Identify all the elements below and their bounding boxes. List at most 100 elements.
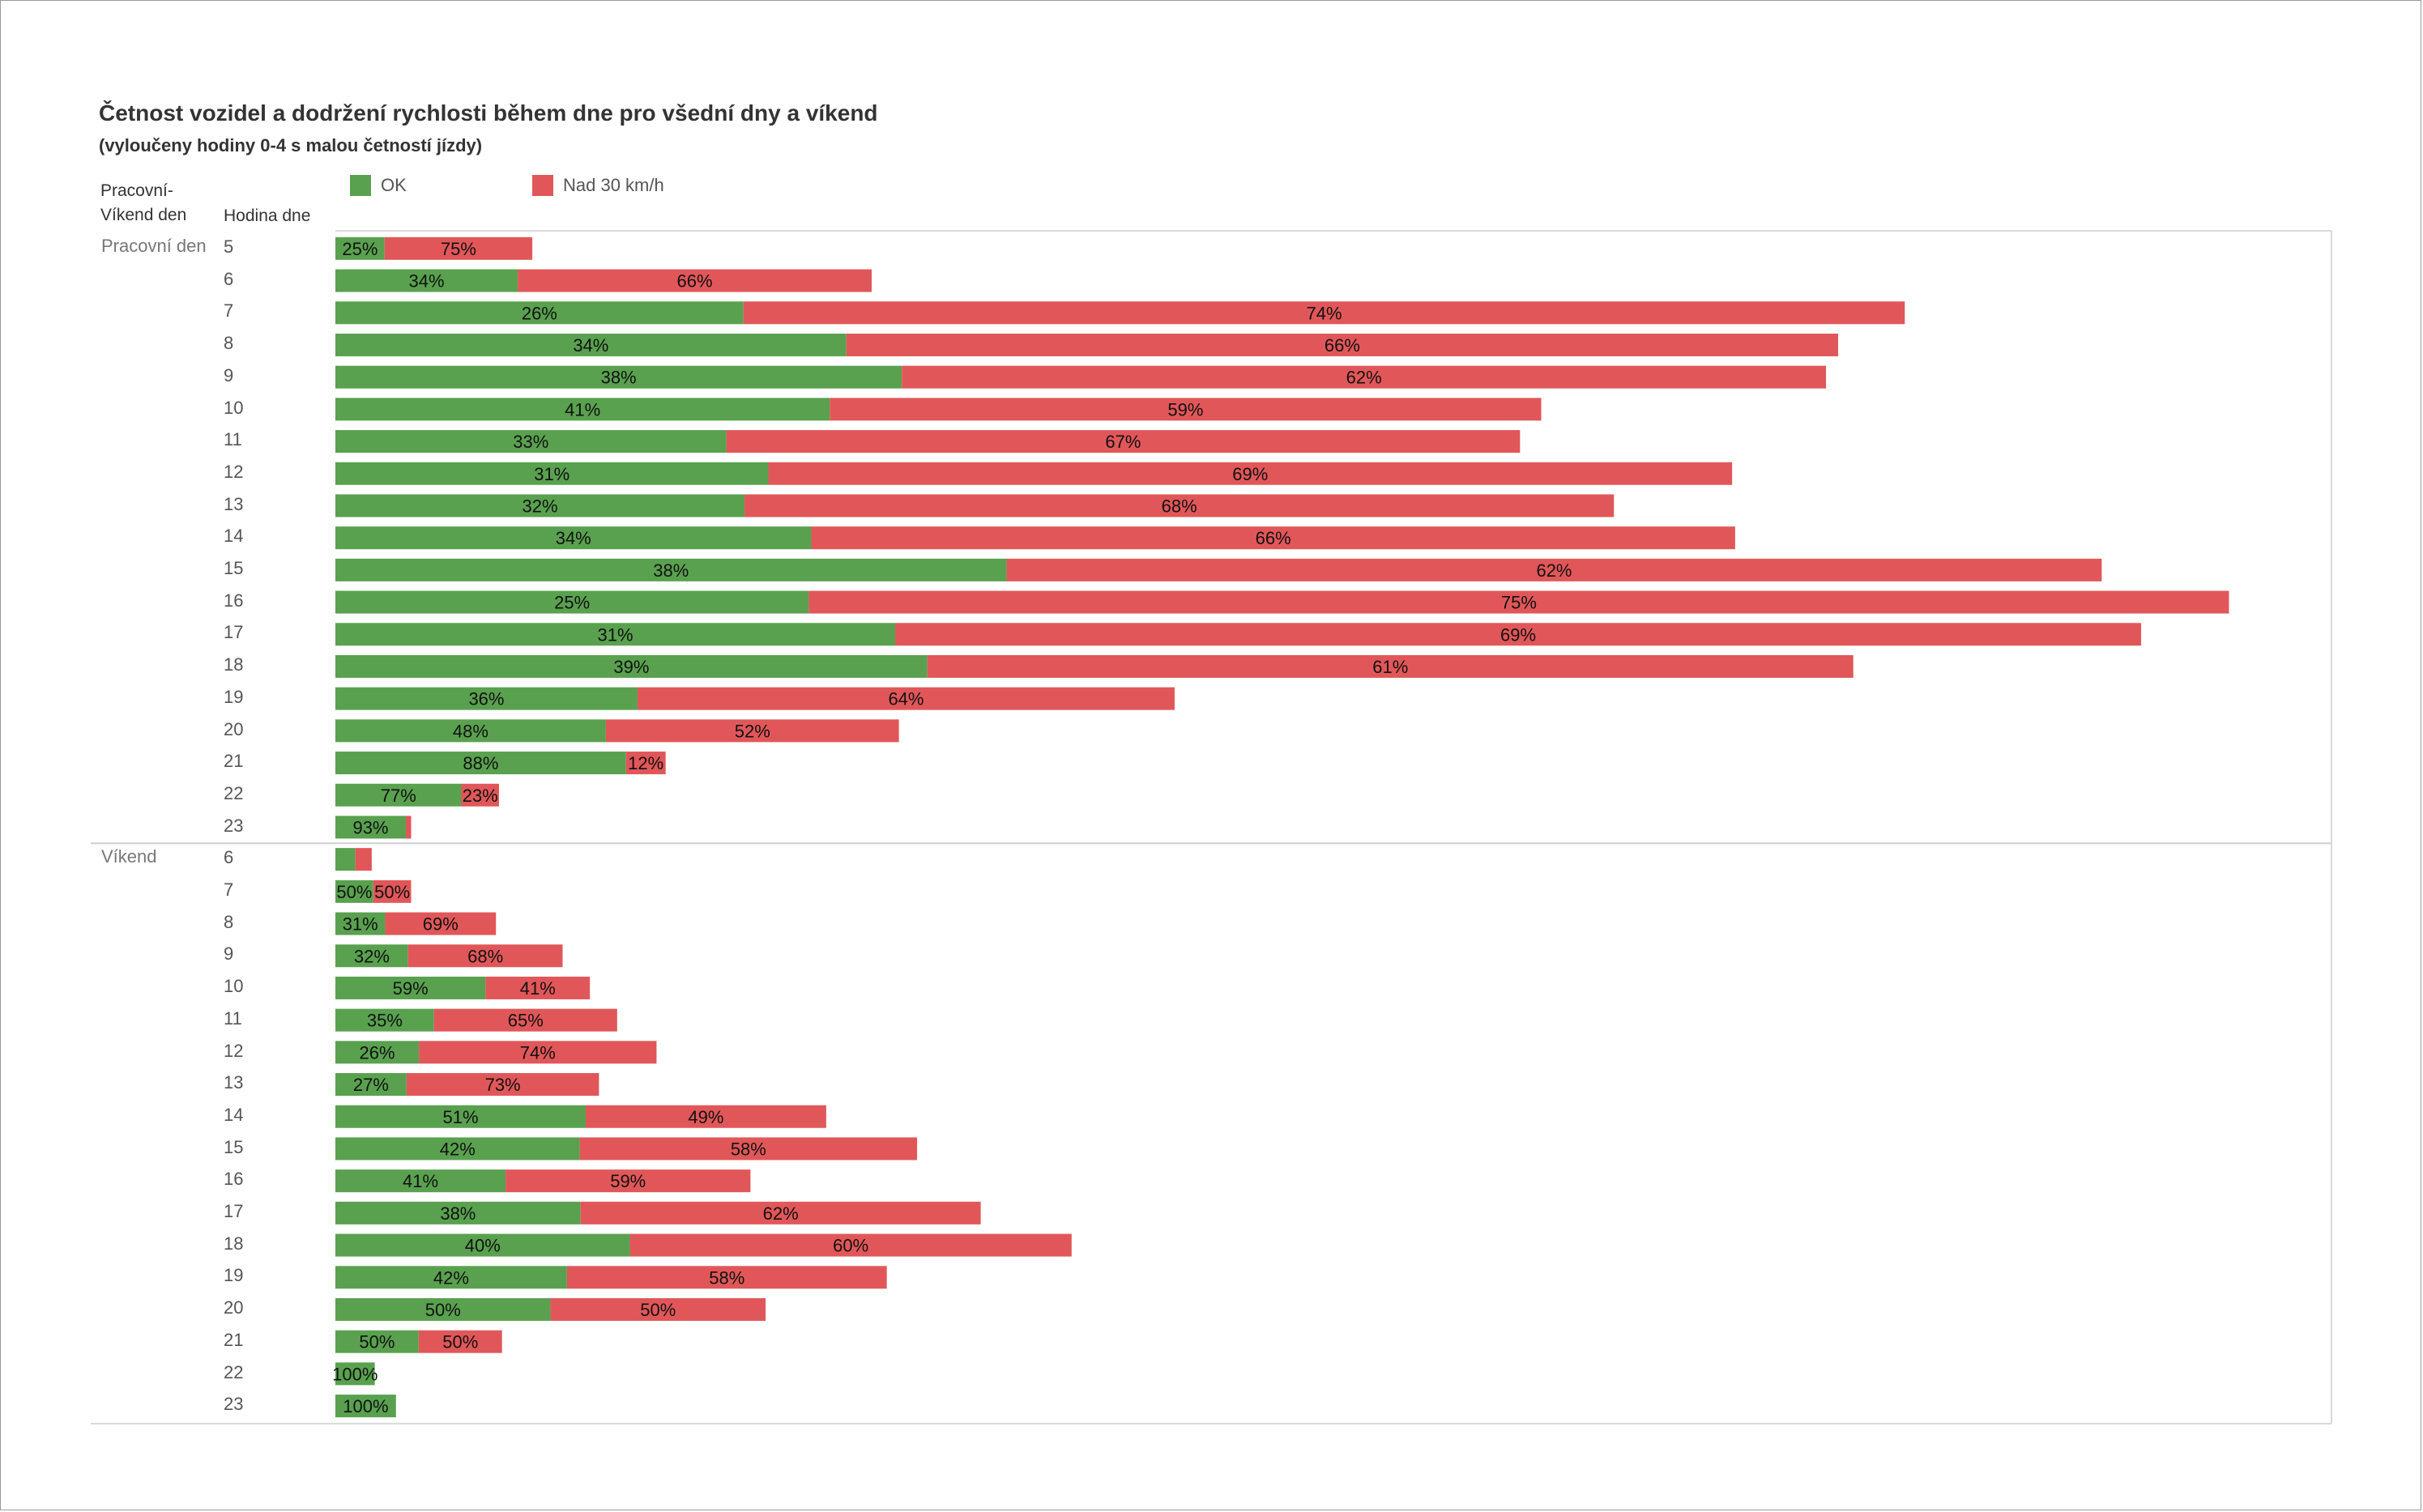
hour-label: 12: [224, 461, 244, 482]
data-label-over: 75%: [1501, 593, 1537, 613]
data-label-ok: 100%: [332, 1364, 378, 1384]
bar-segment-over: [846, 333, 1839, 356]
bar-segment-ok: [335, 494, 745, 517]
bar-segment-ok: [335, 687, 638, 710]
bar-segment-over: [768, 462, 1733, 485]
data-label-ok: 34%: [556, 528, 591, 548]
bar-segment-over: [373, 880, 412, 903]
bar-segment-ok: [335, 848, 356, 871]
data-label-ok: 41%: [403, 1171, 438, 1191]
bar-segment-over: [384, 236, 533, 260]
data-label-ok: 50%: [425, 1300, 461, 1320]
bar-segment-ok: [335, 816, 406, 839]
data-label-ok: 42%: [433, 1267, 469, 1288]
data-label-ok: 27%: [353, 1075, 389, 1095]
data-label-over: 73%: [485, 1075, 521, 1095]
bar-segment-over: [637, 687, 1175, 710]
hour-label: 15: [224, 1136, 244, 1157]
bar-segment-ok: [335, 1137, 580, 1161]
data-label-over: 50%: [442, 1332, 478, 1352]
bar-segment-ok: [335, 301, 744, 325]
bar-segment-ok: [335, 1169, 506, 1193]
hour-label: 11: [224, 429, 242, 450]
bar-segment-ok: [335, 590, 809, 614]
hour-label: 22: [224, 782, 244, 803]
group-label: Víkend: [101, 846, 157, 867]
legend-item-ok[interactable]: OK: [350, 174, 407, 197]
legend-swatch-ok: [350, 175, 371, 197]
data-label-ok: 32%: [354, 946, 390, 966]
row-header-day-type: Pracovní- Víkend den: [100, 179, 186, 228]
data-label-ok: 25%: [342, 239, 378, 259]
data-label-over: 58%: [709, 1267, 744, 1288]
bar-segment-ok: [335, 752, 626, 775]
bar-segment-over: [927, 654, 1854, 678]
data-label-ok: 39%: [613, 657, 649, 677]
hour-label: 14: [224, 526, 244, 547]
bar-segment-over: [355, 848, 372, 871]
bar-segment-over: [585, 1105, 826, 1128]
hour-label: 9: [224, 364, 234, 385]
bar-segment-ok: [335, 1008, 434, 1032]
data-label-over: 41%: [520, 978, 556, 999]
bar-segment-ok: [335, 430, 727, 454]
hour-label: 18: [224, 1233, 244, 1254]
bar-segment-over: [743, 301, 1905, 325]
hour-label: 13: [224, 493, 244, 514]
bar-segment-ok: [335, 1330, 419, 1353]
hour-label: 19: [224, 686, 244, 707]
hour-label: 17: [224, 1201, 244, 1221]
data-label-over: 66%: [1325, 335, 1360, 356]
data-label-over: 64%: [888, 689, 924, 709]
legend-swatch-over: [532, 175, 553, 197]
data-label-over: 23%: [463, 786, 498, 806]
bar-segment-ok: [335, 269, 518, 292]
legend-item-over[interactable]: Nad 30 km/h: [532, 174, 664, 197]
bar-segment-over: [1006, 558, 2102, 581]
bar-segment-over: [580, 1201, 981, 1225]
data-label-ok: 26%: [522, 303, 557, 323]
data-label-ok: 31%: [343, 914, 378, 935]
hour-label: 18: [224, 654, 244, 675]
bar-segment-ok: [335, 526, 812, 550]
row-header-day-type-line1: Pracovní-: [100, 181, 173, 200]
data-label-ok: 50%: [359, 1332, 395, 1352]
legend-label-over: Nad 30 km/h: [563, 175, 664, 196]
data-label-over: 69%: [423, 914, 459, 935]
bar-segment-ok: [335, 880, 373, 903]
bar-segment-over: [579, 1137, 918, 1161]
data-label-over: 62%: [1346, 368, 1382, 388]
hour-label: 23: [224, 815, 244, 836]
hour-label: 10: [224, 397, 244, 418]
row-header-day-type-line2: Víkend den: [100, 206, 187, 224]
data-label-over: 12%: [628, 753, 663, 773]
data-label-over: 69%: [1500, 624, 1536, 645]
bar-segment-over: [461, 783, 499, 807]
data-label-ok: 35%: [367, 1011, 403, 1031]
bar-segment-over: [550, 1297, 766, 1321]
hour-label: 16: [224, 1169, 244, 1190]
hour-label: 9: [224, 943, 234, 965]
data-label-over: 50%: [374, 882, 410, 902]
bar-segment-ok: [335, 1201, 581, 1225]
bar-segment-ok: [335, 558, 1007, 581]
bar-segment-over: [811, 526, 1735, 550]
bar-segment-over: [726, 430, 1521, 454]
bar-segment-ok: [335, 1362, 375, 1386]
data-label-over: 67%: [1105, 432, 1141, 452]
data-label-over: 59%: [1167, 399, 1203, 420]
hour-label: 16: [224, 590, 244, 611]
hour-label: 17: [224, 622, 244, 643]
bar-segment-ok: [335, 654, 928, 678]
hour-label: 14: [224, 1104, 244, 1125]
hour-label: 20: [224, 718, 244, 739]
data-label-ok: 40%: [465, 1236, 501, 1256]
data-label-over: 61%: [1372, 657, 1408, 677]
data-label-over: 62%: [763, 1203, 799, 1224]
data-label-ok: 50%: [336, 882, 372, 902]
data-label-ok: 77%: [381, 786, 416, 806]
data-label-ok: 25%: [554, 593, 590, 613]
bar-segment-over: [625, 752, 666, 775]
data-label-over: 75%: [441, 239, 476, 259]
data-label-ok: 93%: [352, 817, 388, 837]
